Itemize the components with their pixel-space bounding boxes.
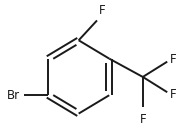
Text: F: F: [170, 88, 176, 101]
Text: F: F: [170, 53, 176, 66]
Text: F: F: [99, 4, 106, 17]
Text: F: F: [139, 113, 146, 126]
Text: Br: Br: [7, 89, 20, 102]
